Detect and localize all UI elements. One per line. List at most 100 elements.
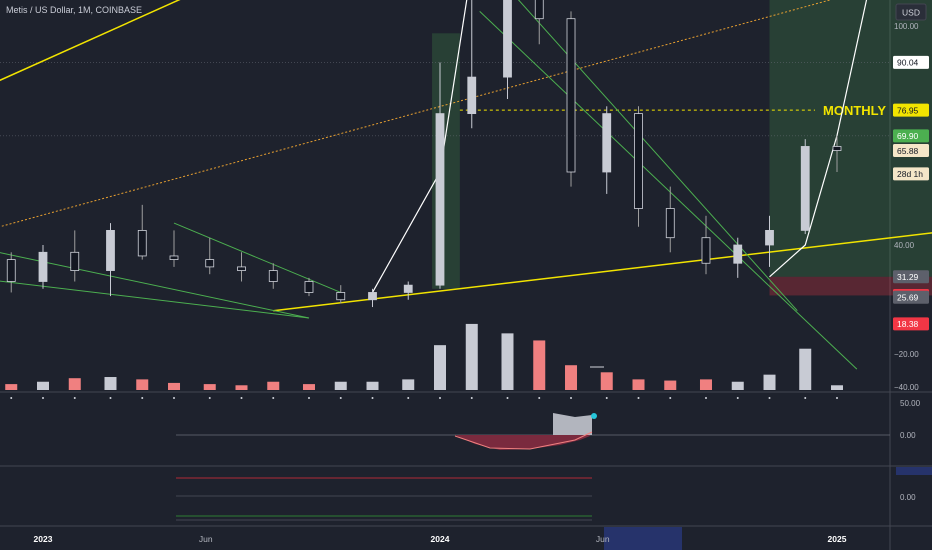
candle-body[interactable]	[602, 113, 612, 173]
trendline[interactable]	[0, 0, 932, 278]
indicator-tick-label: 50.00	[900, 399, 921, 408]
signal-dot	[836, 397, 838, 399]
volume-bar[interactable]	[235, 385, 248, 390]
volume-bar[interactable]	[267, 381, 280, 390]
currency-label: USD	[902, 8, 920, 18]
signal-dot	[307, 397, 310, 399]
volume-bar[interactable]	[799, 348, 812, 390]
wedge-line[interactable]	[479, 11, 858, 370]
candle-body[interactable]	[403, 284, 413, 293]
candle-body[interactable]	[205, 259, 215, 268]
candle-body[interactable]	[832, 146, 842, 151]
price-tick-label: 100.00	[894, 22, 919, 31]
currency-button[interactable]	[895, 3, 927, 21]
candle-body[interactable]	[634, 113, 643, 209]
price-badge	[893, 144, 929, 158]
trendline[interactable]	[273, 157, 932, 312]
volume-bar[interactable]	[203, 384, 216, 390]
candle-body[interactable]	[38, 251, 48, 282]
volume-bar[interactable]	[632, 379, 645, 390]
volume-bar[interactable]	[533, 340, 546, 390]
trendline[interactable]	[0, 0, 932, 150]
volume-bar[interactable]	[664, 380, 677, 390]
candle-body[interactable]	[467, 76, 477, 114]
volume-bar[interactable]	[731, 381, 744, 390]
oscillator-line	[454, 431, 593, 450]
signal-dot	[768, 397, 771, 399]
price-badge	[893, 167, 929, 181]
price-badge-label: 76.95	[897, 105, 919, 115]
signal-dot	[10, 397, 13, 399]
symbol-title: Metis / US Dollar, 1M, COINBASE	[6, 5, 143, 15]
candle-body[interactable]	[701, 237, 711, 264]
histogram-positive	[553, 413, 592, 435]
volume-bar[interactable]	[136, 379, 149, 390]
volume-bar[interactable]	[465, 323, 478, 390]
signal-dot	[637, 397, 640, 399]
time-axis-label: 2023	[34, 534, 53, 544]
projection-path[interactable]	[769, 0, 909, 278]
time-axis-label: 2024	[431, 534, 450, 544]
candle-body[interactable]	[70, 251, 80, 271]
volume-bar[interactable]	[763, 374, 776, 390]
signal-dot	[669, 397, 672, 399]
volume-bar[interactable]	[600, 372, 613, 390]
signal-dot	[240, 397, 243, 399]
candle-body[interactable]	[368, 292, 377, 301]
signal-dot	[109, 397, 112, 399]
candle-body[interactable]	[765, 229, 774, 246]
signal-dot	[208, 397, 211, 399]
candle-body[interactable]	[336, 292, 346, 301]
volume-bar[interactable]	[302, 384, 315, 390]
candle-body[interactable]	[733, 244, 743, 264]
candle-body[interactable]	[237, 266, 246, 271]
volume-bar[interactable]	[37, 381, 49, 390]
volume-bar[interactable]	[699, 379, 712, 390]
price-badge	[893, 290, 929, 304]
candle-body[interactable]	[566, 18, 576, 173]
oscillator-head	[591, 413, 597, 419]
volume-bar[interactable]	[168, 382, 181, 390]
signal-dot	[704, 397, 707, 399]
candle-body[interactable]	[106, 229, 115, 271]
signal-dot	[272, 397, 275, 399]
signal-dot	[736, 397, 739, 399]
volume-bar[interactable]	[434, 345, 446, 390]
candle-body[interactable]	[137, 229, 147, 257]
candle-body[interactable]	[800, 146, 810, 231]
price-badge-label: 28d 1h	[897, 169, 923, 179]
signal-dot	[439, 397, 441, 399]
volume-bar[interactable]	[5, 384, 18, 390]
signal-dot	[506, 397, 509, 399]
long-position-stop-zone[interactable]	[769, 276, 932, 296]
volume-bar[interactable]	[366, 381, 379, 390]
price-tick-label: 40.00	[894, 241, 915, 250]
volume-bar[interactable]	[104, 377, 117, 390]
signal-dot	[407, 397, 410, 399]
monthly-label: MONTHLY	[823, 103, 886, 118]
indicator-highlight	[896, 467, 932, 475]
signal-dot	[538, 397, 541, 399]
candle-body[interactable]	[169, 255, 179, 260]
candle-body[interactable]	[665, 208, 675, 239]
wedge-line[interactable]	[173, 222, 341, 293]
candle-body[interactable]	[435, 113, 445, 286]
candle-body[interactable]	[6, 259, 16, 282]
candle-body[interactable]	[304, 281, 314, 293]
volume-bar[interactable]	[68, 378, 81, 390]
volume-bar[interactable]	[501, 333, 514, 390]
candle-body[interactable]	[503, 0, 512, 78]
volume-bar[interactable]	[402, 379, 415, 390]
volume-tick-label: −40.00	[894, 383, 919, 392]
volume-bar[interactable]	[831, 385, 843, 390]
candle-body[interactable]	[268, 270, 278, 282]
volume-bar[interactable]	[334, 381, 347, 390]
volume-tick-label: −20.00	[894, 350, 919, 359]
time-axis-label: Jun	[596, 534, 610, 544]
volume-bar[interactable]	[565, 365, 578, 390]
candle-body[interactable]	[534, 0, 544, 20]
signal-dot	[339, 397, 342, 399]
time-axis-label: 2025	[828, 534, 847, 544]
